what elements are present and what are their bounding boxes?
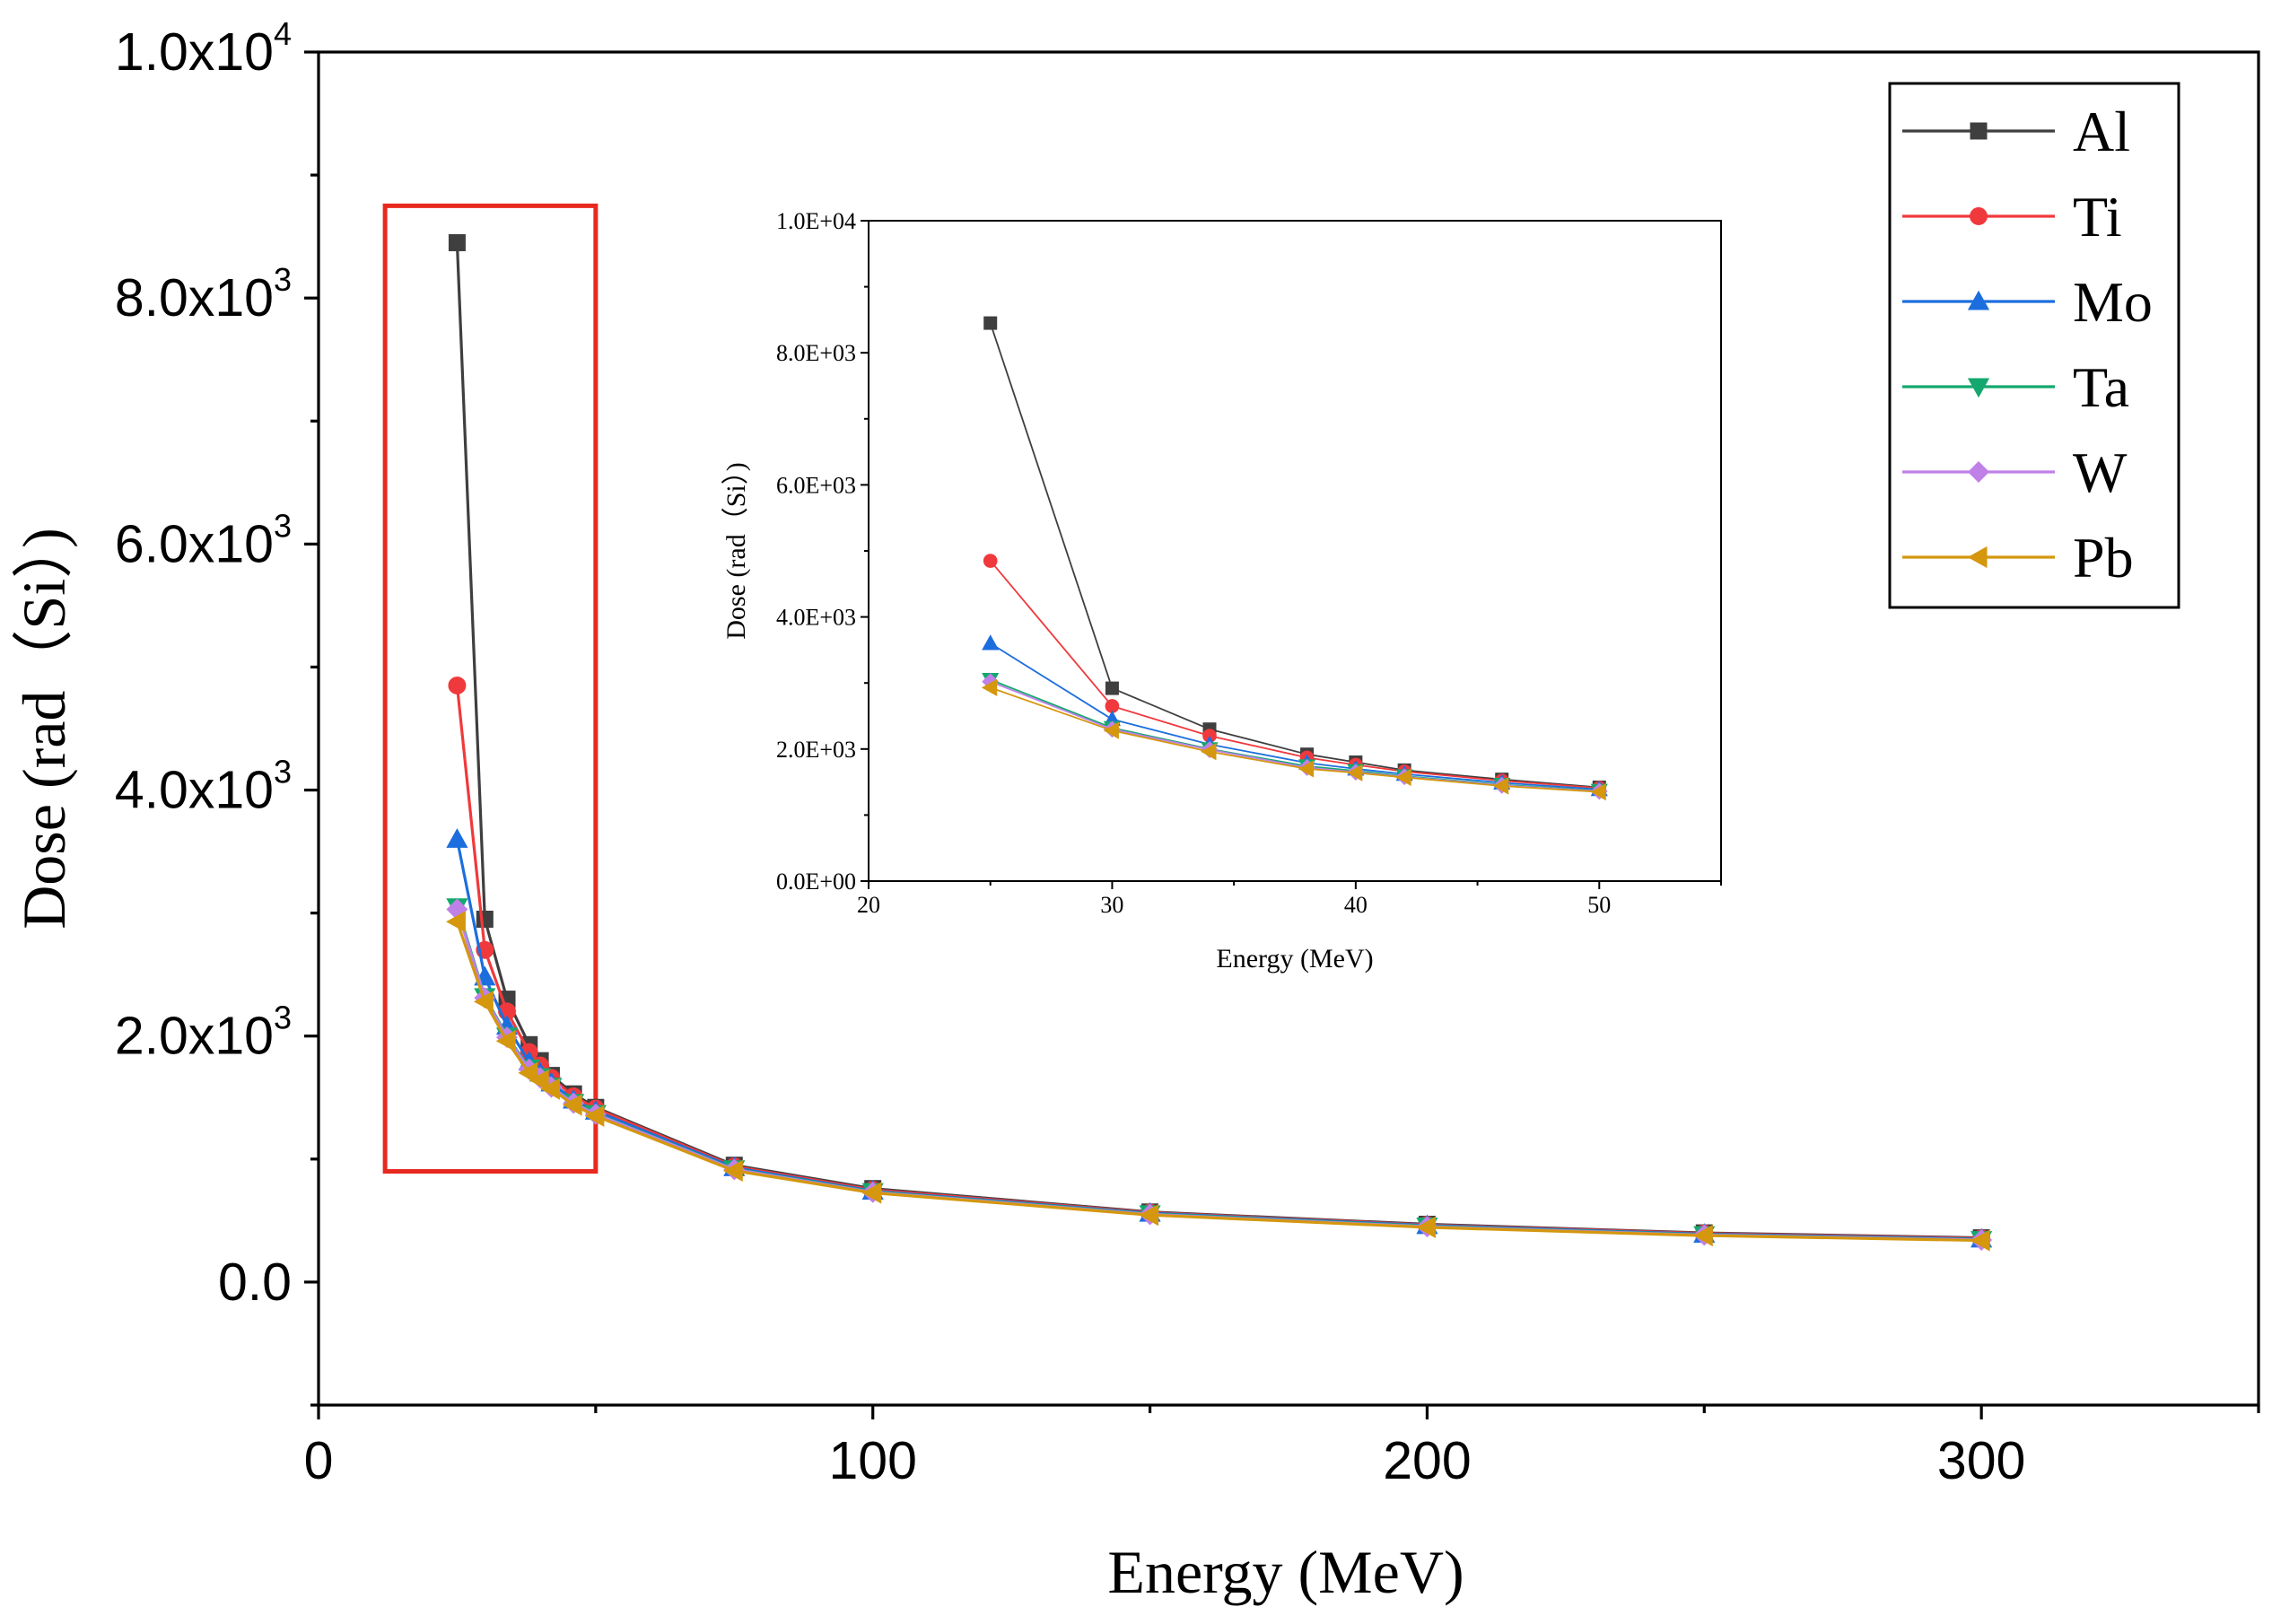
inset-point-pb: [1395, 768, 1411, 787]
inset-series-al: [983, 316, 1606, 794]
inset-point-ti: [983, 554, 998, 568]
main-point-pb: [1970, 1229, 1990, 1252]
main-point-al: [448, 233, 466, 251]
main-point-mo: [446, 828, 468, 848]
legend-item-ti: Ti: [1902, 185, 2122, 249]
inset-point-al: [983, 316, 998, 330]
main-x-tick-label: 0: [304, 1431, 334, 1490]
legend-frame: [1888, 82, 2180, 609]
main-y-tick-label: 6.0x103: [115, 507, 292, 573]
legend-item-mo: Mo: [1902, 270, 2153, 334]
main-series-group: [446, 233, 1993, 1252]
inset-x-tick-label: 50: [1587, 892, 1611, 918]
inset-point-mo: [982, 634, 1000, 650]
inset-y-axis-title: Dose (rad（Si）): [721, 462, 751, 639]
legend-label-pb: Pb: [2073, 526, 2134, 589]
main-y-axis-title: Dose (rad（Si）): [10, 528, 78, 930]
main-y-tick-label: 2.0x103: [115, 1000, 292, 1066]
inset-axis-ticks: [861, 220, 1722, 889]
inset-line-ti: [990, 560, 1600, 790]
main-series-al: [448, 233, 1990, 1247]
main-plot-frame: [317, 50, 2260, 1407]
inset-y-tick-label: 1.0E+04: [776, 208, 856, 234]
legend-item-pb: Pb: [1902, 526, 2134, 589]
inset-x-axis-title: Energy (MeV): [1216, 944, 1373, 974]
legend-label-w: W: [2073, 441, 2128, 504]
legend-marker-ta: [1967, 378, 1990, 398]
inset-point-pb: [1347, 764, 1363, 781]
inset-point-pb: [981, 678, 998, 696]
main-point-pb: [495, 1030, 516, 1052]
main-point-pb: [474, 991, 494, 1013]
legend-item-al: Al: [1902, 100, 2130, 163]
main-point-pb: [1416, 1216, 1436, 1239]
legend-marker-mo: [1967, 290, 1990, 310]
inset-y-tick-label: 4.0E+03: [776, 605, 856, 631]
inset-line-mo: [990, 642, 1600, 790]
main-x-axis-title: Energy (MeV): [1107, 1538, 1464, 1606]
main-point-pb: [723, 1159, 743, 1182]
legend: Al Ti Mo Ta W Pb: [1888, 82, 2180, 609]
main-point-al: [476, 910, 494, 928]
main-series-pb: [446, 911, 1990, 1252]
main-point-pb: [562, 1094, 582, 1116]
inset-y-tick-label: 0.0E+00: [776, 869, 856, 895]
main-point-ti: [448, 677, 467, 694]
main-point-pb: [584, 1104, 605, 1127]
main-y-tick-label: 1.0x104: [115, 15, 292, 82]
main-point-pb: [540, 1078, 560, 1100]
inset-point-pb: [1590, 783, 1606, 801]
legend-item-ta: Ta: [1902, 355, 2129, 419]
legend-label-ta: Ta: [2073, 355, 2129, 419]
inset-series-group: [981, 316, 1608, 801]
main-point-pb: [518, 1061, 538, 1084]
legend-marker-ti: [1970, 207, 1988, 225]
inset-series-ti: [983, 554, 1607, 796]
legend-label-mo: Mo: [2073, 270, 2153, 334]
main-point-pb: [446, 911, 466, 933]
inset-series-pb: [981, 678, 1606, 801]
inset-y-tick-label: 6.0E+03: [776, 472, 856, 498]
inset-point-al: [1105, 681, 1119, 695]
main-y-tick-label: 0.0: [218, 1253, 292, 1312]
main-series-mo: [446, 828, 1993, 1248]
inset-tick-labels: 20 30 40 50 0.0E+00 2.0E+03 4.0E+03 6.0E+03 8.0E…: [776, 208, 1611, 918]
legend-marker-w: [1968, 461, 1989, 483]
main-x-tick-label: 100: [828, 1431, 916, 1490]
main-point-pb: [1693, 1224, 1713, 1247]
highlight-box: [382, 203, 599, 1174]
inset-x-tick-label: 30: [1100, 892, 1123, 918]
main-point-pb: [1139, 1204, 1159, 1227]
inset-x-tick-label: 40: [1344, 892, 1368, 918]
legend-label-ti: Ti: [2073, 185, 2122, 249]
inset-point-pb: [1103, 721, 1119, 739]
inset-line-pb: [990, 686, 1600, 793]
inset-y-tick-label: 2.0E+03: [776, 737, 856, 763]
main-axis-ticks: [304, 50, 2260, 1419]
inset-point-pb: [1492, 777, 1509, 795]
main-y-tick-label: 8.0x103: [115, 261, 292, 327]
inset-point-pb: [1298, 760, 1315, 778]
main-y-tick-label: 4.0x103: [115, 754, 292, 820]
legend-marker-pb: [1967, 546, 1988, 569]
inset-point-pb: [1201, 743, 1217, 761]
main-point-pb: [529, 1069, 549, 1092]
main-point-pb: [861, 1182, 882, 1204]
inset-x-tick-label: 20: [857, 892, 880, 918]
main-x-tick-label: 200: [1383, 1431, 1471, 1490]
main-line-mo: [455, 839, 1982, 1241]
inset-y-tick-label: 8.0E+03: [776, 340, 856, 366]
main-tick-labels: 0 100 200 300 0.0 2.0x103 4.0x103 6.0x103 8.0x10…: [115, 15, 2026, 1490]
legend-marker-al: [1970, 122, 1988, 140]
inset-line-al: [989, 322, 1600, 789]
main-line-al: [455, 242, 1982, 1240]
legend-label-al: Al: [2073, 100, 2130, 163]
main-x-tick-label: 300: [1937, 1431, 2025, 1490]
legend-item-w: W: [1902, 441, 2128, 504]
